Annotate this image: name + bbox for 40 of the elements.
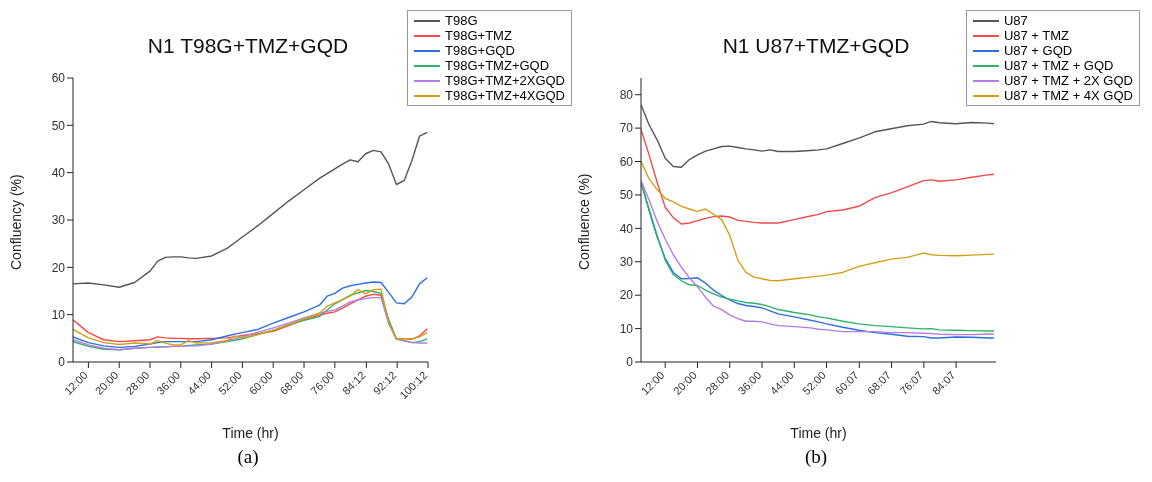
y-tick-label: 50 <box>51 118 66 133</box>
legend-label: U87 + TMZ + 4X GQD <box>1003 88 1133 103</box>
y-tick-label: 70 <box>619 121 634 136</box>
y-tick-label: 10 <box>51 307 66 322</box>
y-tick-label: 30 <box>619 255 634 270</box>
y-tick-label: 50 <box>619 188 634 203</box>
y-tick-label: 60 <box>619 154 634 169</box>
text: (b) <box>803 446 829 468</box>
legend-label: U87 + TMZ <box>1003 28 1070 43</box>
text: (a) <box>236 446 260 468</box>
y-tick-label: 30 <box>51 213 66 228</box>
y-tick-label: 60 <box>51 71 66 86</box>
y-tick-label: 20 <box>51 260 66 275</box>
legend-label: T98G <box>445 13 478 28</box>
y-tick-label: 20 <box>619 288 634 303</box>
y-tick-label: 40 <box>51 165 66 180</box>
y-tick-label: 0 <box>626 355 634 370</box>
line-series <box>641 160 995 282</box>
line-series <box>73 131 428 288</box>
legend-label: T98G+TMZ+4XGQD <box>445 88 565 103</box>
legend-label: U87 + TMZ + GQD <box>1003 58 1114 73</box>
legend-label: T98G+GQD <box>445 43 515 58</box>
legend-label: U87 <box>1003 13 1028 28</box>
y-axis-title: Confluency (%) <box>7 174 24 270</box>
x-axis-title: Time (hr) <box>790 425 847 441</box>
line-series <box>73 277 428 349</box>
y-tick-label: 80 <box>619 87 634 102</box>
legend-label: U87 + TMZ + 2X GQD <box>1003 73 1133 88</box>
chart-title: N1 U87+TMZ+GQD <box>721 34 911 58</box>
y-tick-label: 10 <box>619 321 634 336</box>
legend-label: T98G+TMZ+GQD <box>445 58 550 73</box>
line-series <box>641 104 995 168</box>
legend-label: T98G+TMZ <box>445 28 512 43</box>
x-axis-title: Time (hr) <box>222 425 279 441</box>
y-axis-title: Confluence (%) <box>575 173 592 270</box>
legend-label: T98G+TMZ+2XGQD <box>445 73 565 88</box>
y-tick-label: 0 <box>58 355 66 370</box>
legend-label: U87 + GQD <box>1003 43 1073 58</box>
y-tick-label: 40 <box>619 221 634 236</box>
chart-title: N1 T98G+TMZ+GQD <box>146 34 350 58</box>
